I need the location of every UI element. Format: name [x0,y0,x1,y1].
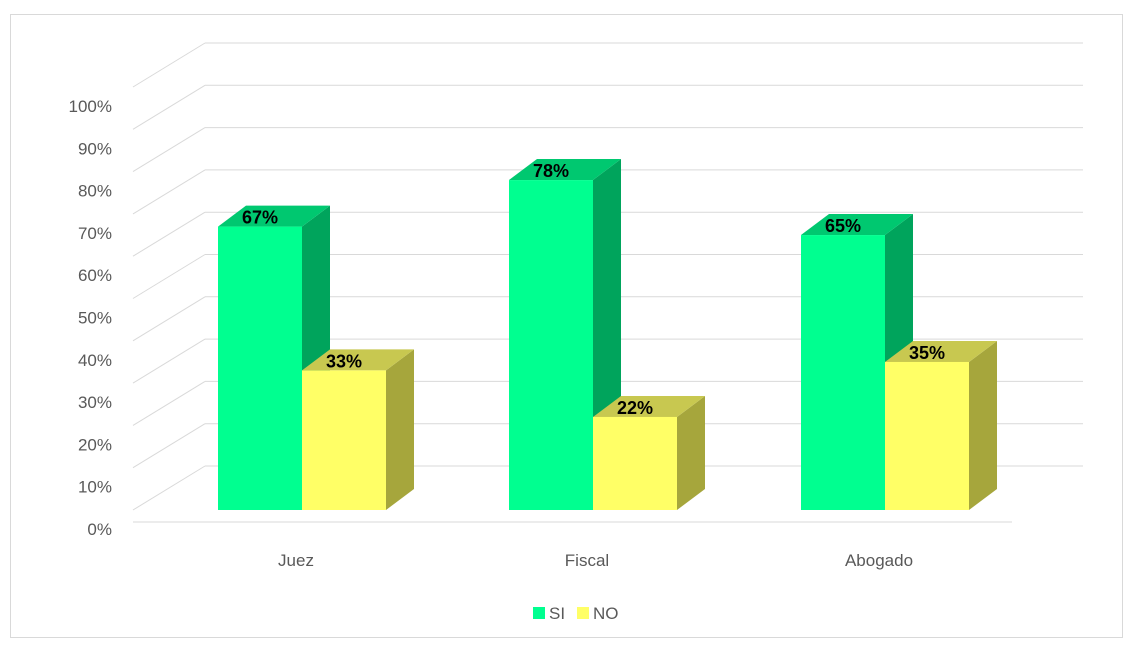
gridline-diagonal [132,127,206,173]
legend-swatch-no [577,607,589,619]
x-tick-label: Abogado [845,551,913,570]
data-labels: 67% 33% 78% 22% 65% 35% [242,161,945,418]
category-labels: Juez Fiscal Abogado [278,551,913,570]
data-label: 35% [909,343,945,363]
x-tick-label: Juez [278,551,314,570]
gridline-diagonal [132,338,206,384]
data-label: 67% [242,208,278,228]
bar-top-no-fiscal [593,395,705,417]
bar-side-no-abogado [969,340,997,510]
data-label: 22% [617,398,653,418]
gridline-diagonal [132,380,206,426]
y-tick-label: 10% [78,478,112,497]
bars [218,159,997,511]
y-tick-label: 100% [69,97,112,116]
gridline-diagonal [132,42,206,88]
y-tick-label: 80% [78,182,112,201]
y-tick-label: 40% [78,351,112,370]
gridline-diagonal [132,296,206,342]
data-label: 65% [825,216,861,236]
y-tick-label: 60% [78,266,112,285]
bar-top-no-abogado [885,340,997,362]
y-tick-label: 0% [87,520,112,539]
bar-no-abogado [885,361,969,510]
bar-si-abogado [801,235,885,511]
data-label: 33% [326,351,362,371]
legend-label-no: NO [593,604,619,623]
bar-side-no-fiscal [677,395,705,510]
legend-swatch-si [533,607,545,619]
y-tick-label: 50% [78,309,112,328]
x-tick-label: Fiscal [565,551,609,570]
gridline-diagonal [132,84,206,130]
y-tick-label: 30% [78,393,112,412]
bar-top-si-juez [218,205,330,227]
gridline-diagonal [132,254,206,299]
y-tick-label: 70% [78,224,112,243]
bar-no-juez [302,370,386,510]
gridline-diagonal [132,169,206,215]
bar-si-fiscal [509,180,593,510]
bar-top-si-fiscal [509,159,621,181]
bar-si-juez [218,226,302,510]
y-axis-ticks: 0% 10% 20% 30% 40% 50% 60% 70% 80% 90% 100% [69,97,112,539]
y-tick-label: 20% [78,435,112,454]
bar-no-fiscal [593,416,677,510]
bar-top-no-juez [302,349,414,371]
gridline-diagonal [132,465,206,511]
legend-label-si: SI [549,604,565,623]
legend: SI NO [533,604,619,623]
y-tick-label: 90% [78,139,112,158]
bar-side-no-juez [386,349,414,510]
bar-top-si-abogado [801,214,913,236]
gridline-diagonal [132,423,206,469]
data-label: 78% [533,161,569,181]
gridline-diagonal [132,211,206,257]
